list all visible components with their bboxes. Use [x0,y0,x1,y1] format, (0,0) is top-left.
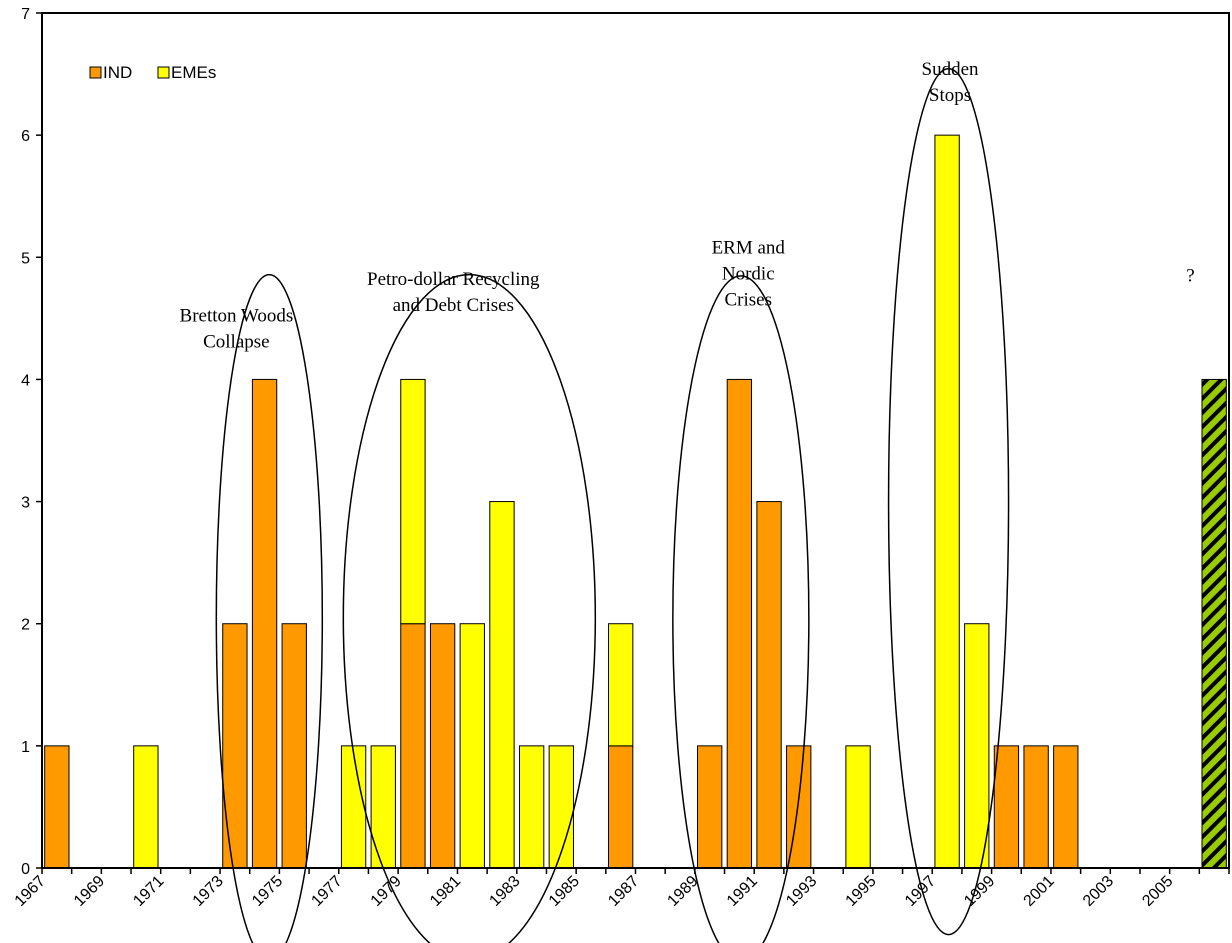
x-tick-label-2001: 2001 [1021,873,1058,910]
x-tick-label-1977: 1977 [308,873,345,910]
bar-ind-2001 [1053,745,1079,869]
annotation-label-3-line-1: ERM and [712,237,786,258]
bar-hatched-2006 [1201,378,1227,869]
y-tick-label-4: 4 [21,372,30,389]
x-tick-label-1967: 1967 [12,873,49,910]
bar-emes-1998 [964,623,990,869]
annotation-label-2-line-1: Petro-dollar Recycling [367,269,540,290]
annotation-label-4-line-1: Sudden [922,59,980,80]
x-tick-label-1973: 1973 [190,873,227,910]
y-tick-label-7: 7 [21,6,30,23]
bar-emes-1970 [133,745,159,869]
bar-ind-1999 [993,745,1020,869]
x-tick-label-1999: 1999 [961,873,998,910]
annotation-label-3-line-3: Crises [725,289,773,310]
annotation-label-2-line-2: and Debt Crises [393,295,514,316]
bar-emes-1981 [459,623,485,869]
x-tick-label-1981: 1981 [427,873,464,910]
x-tick-label-1969: 1969 [71,873,108,910]
x-tick-label-1993: 1993 [783,873,820,910]
legend-swatch-emes [157,66,170,79]
bar-ind-1991 [756,501,782,869]
bar-ind-1980 [429,623,456,869]
bars-layer [44,134,1227,869]
bar-ind-1974 [251,378,278,869]
bar-emes-1977 [340,745,367,869]
annotation-ellipse-3 [672,275,810,943]
bar-emes-1984 [548,745,574,869]
bar-ind-1989 [697,745,723,869]
y-tick-label-2: 2 [21,617,30,634]
legend-swatch-ind [89,66,102,79]
bar-emes-1983 [518,745,545,869]
x-tick-label-2005: 2005 [1139,873,1176,910]
x-tick-label-1991: 1991 [724,873,761,910]
y-tick-label-6: 6 [21,128,30,145]
bar-emes-1986 [607,623,634,747]
bar-ind-1990 [726,378,753,869]
annotation-label-5-line-1: ? [1186,265,1194,286]
bar-ind-1986 [607,745,634,869]
annotation-ellipses [215,67,1010,943]
x-axis-ticks: 1967 1969 1971 1973 1975 1977 1979 1981 1983 1985… [12,868,1230,910]
annotation-label-3-line-2: Nordic [722,263,775,284]
x-tick-label-1971: 1971 [130,873,167,910]
legend-label-emes: EMEs [171,63,216,82]
annotation-label-4-line-2: Stops [929,85,971,106]
bar-emes-1997 [934,134,960,869]
y-tick-label-3: 3 [21,495,30,512]
x-tick-label-1995: 1995 [843,873,880,910]
x-tick-label-1987: 1987 [605,873,642,910]
annotation-ellipse-4 [887,67,1010,936]
x-tick-label-2003: 2003 [1080,873,1117,910]
annotation-label-1-line-2: Collapse [203,332,270,353]
bar-emes-1979 [400,378,426,625]
x-tick-label-1997: 1997 [902,873,939,910]
bar-ind-2000 [1023,745,1049,869]
bar-emes-1994 [845,745,871,869]
y-tick-label-0: 0 [21,861,30,878]
y-tick-label-1: 1 [21,739,30,756]
bar-ind-1992 [786,745,812,869]
bar-ind-1979 [400,623,426,869]
annotations-layer: Bretton Woods Collapse Petro-dollar Recycl… [180,59,1195,353]
annotation-label-1-line-1: Bretton Woods [180,306,294,327]
legend-label-ind: IND [103,63,132,82]
x-tick-label-1975: 1975 [249,873,286,910]
annotation-ellipse-1 [215,273,324,943]
annotation-ellipse-2 [342,273,597,943]
legend: IND EMEs [89,63,216,82]
bar-ind-1975 [281,623,307,869]
bar-ind-1973 [222,623,248,869]
x-tick-label-1983: 1983 [486,873,523,910]
bar-ind-1967 [44,745,70,869]
y-tick-label-5: 5 [21,250,30,267]
y-axis-ticks: 0 1 2 3 4 5 6 7 [21,6,42,878]
bar-emes-1982 [489,501,515,869]
bar-emes-1978 [370,745,396,869]
